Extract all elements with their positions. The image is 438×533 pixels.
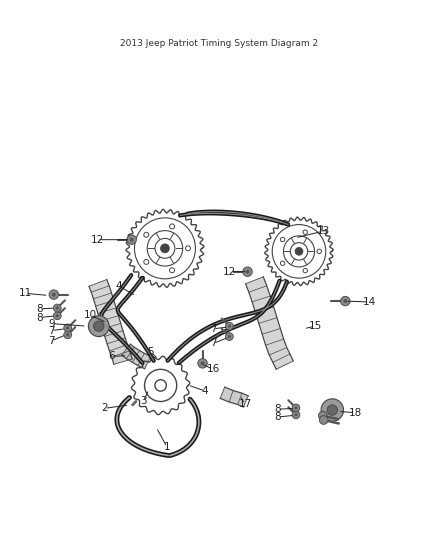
Circle shape bbox=[52, 293, 56, 296]
Circle shape bbox=[343, 299, 347, 303]
Circle shape bbox=[292, 404, 300, 412]
Text: 11: 11 bbox=[19, 288, 32, 298]
Circle shape bbox=[88, 316, 109, 336]
Text: 18: 18 bbox=[349, 408, 362, 418]
Text: 2: 2 bbox=[101, 403, 108, 414]
Circle shape bbox=[226, 333, 233, 341]
Circle shape bbox=[228, 325, 231, 328]
Polygon shape bbox=[220, 387, 248, 407]
Text: 4: 4 bbox=[115, 281, 122, 291]
Text: 8: 8 bbox=[37, 312, 43, 322]
Text: 15: 15 bbox=[308, 321, 321, 331]
Circle shape bbox=[294, 406, 297, 409]
Circle shape bbox=[56, 306, 59, 310]
Circle shape bbox=[94, 321, 104, 332]
Text: 1: 1 bbox=[164, 442, 170, 453]
Text: 4: 4 bbox=[202, 386, 208, 396]
Circle shape bbox=[201, 361, 205, 365]
Text: 5: 5 bbox=[147, 347, 154, 357]
Text: 12: 12 bbox=[90, 235, 104, 245]
Text: 7: 7 bbox=[48, 336, 54, 346]
Text: 6: 6 bbox=[109, 351, 115, 361]
Text: 3: 3 bbox=[140, 397, 147, 407]
Circle shape bbox=[53, 304, 61, 312]
Text: 10: 10 bbox=[84, 310, 97, 320]
Circle shape bbox=[319, 416, 328, 424]
Circle shape bbox=[327, 405, 338, 415]
Circle shape bbox=[64, 324, 71, 332]
Circle shape bbox=[292, 411, 300, 419]
Circle shape bbox=[49, 290, 59, 300]
Circle shape bbox=[198, 359, 207, 368]
Text: 17: 17 bbox=[238, 399, 251, 409]
Text: 7: 7 bbox=[48, 326, 54, 335]
Circle shape bbox=[318, 411, 327, 420]
Text: 12: 12 bbox=[223, 266, 237, 277]
Circle shape bbox=[243, 267, 252, 277]
Circle shape bbox=[56, 314, 59, 317]
Polygon shape bbox=[122, 344, 151, 369]
Text: 8: 8 bbox=[275, 412, 281, 422]
Circle shape bbox=[161, 244, 169, 253]
Circle shape bbox=[66, 326, 69, 329]
Circle shape bbox=[130, 238, 134, 241]
Circle shape bbox=[321, 399, 343, 421]
Polygon shape bbox=[246, 277, 293, 369]
Circle shape bbox=[64, 331, 71, 338]
Circle shape bbox=[228, 335, 231, 338]
Circle shape bbox=[66, 333, 69, 336]
Circle shape bbox=[295, 248, 303, 255]
Circle shape bbox=[127, 235, 136, 245]
Text: 8: 8 bbox=[275, 404, 281, 414]
Text: 13: 13 bbox=[317, 226, 330, 236]
Text: 8: 8 bbox=[37, 304, 43, 314]
Title: 2013 Jeep Patriot Timing System Diagram 2: 2013 Jeep Patriot Timing System Diagram … bbox=[120, 39, 318, 48]
Circle shape bbox=[53, 312, 61, 320]
Text: 7: 7 bbox=[210, 338, 216, 349]
Circle shape bbox=[340, 296, 350, 306]
Circle shape bbox=[246, 270, 250, 273]
Text: 14: 14 bbox=[363, 297, 376, 307]
Polygon shape bbox=[89, 280, 132, 365]
Circle shape bbox=[226, 322, 233, 330]
Text: 7: 7 bbox=[210, 324, 216, 334]
Text: 9: 9 bbox=[48, 319, 54, 328]
Text: 16: 16 bbox=[206, 365, 219, 374]
Circle shape bbox=[294, 413, 297, 416]
